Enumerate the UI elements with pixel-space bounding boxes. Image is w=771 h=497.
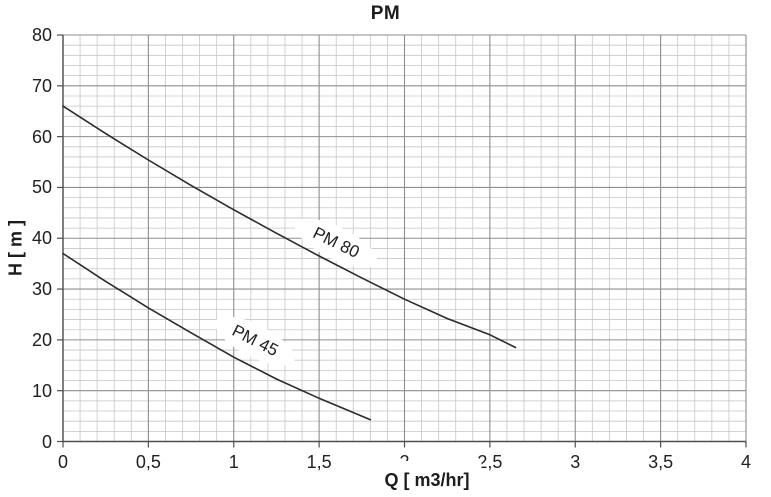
y-tick-label: 60 xyxy=(31,126,52,147)
curve-pm80 xyxy=(62,105,517,349)
y-tick-label: 50 xyxy=(31,177,52,198)
y-tick-label: 30 xyxy=(31,279,52,300)
x-tick-label: 0 xyxy=(57,452,68,472)
x-tick-label: 0,5 xyxy=(135,452,161,472)
y-tick-label: 80 xyxy=(31,25,52,45)
y-tick-label: 10 xyxy=(31,380,52,401)
curve-pm45 xyxy=(62,252,372,421)
x-axis-title: Q [ m3/hr] xyxy=(372,461,482,494)
chart-title: PM xyxy=(370,3,401,24)
x-tick-label: 3,5 xyxy=(648,452,674,472)
x-tick-label: 1,5 xyxy=(306,452,332,472)
x-tick-label: 1 xyxy=(228,452,239,472)
y-tick-label: 0 xyxy=(41,431,52,452)
x-tick-label: 4 xyxy=(740,452,751,472)
y-tick-label: 40 xyxy=(31,228,52,249)
y-tick-label: 70 xyxy=(31,75,52,96)
x-tick-label: 3 xyxy=(570,452,581,472)
y-axis-title: H [ m ] xyxy=(5,220,26,276)
y-tick-label: 20 xyxy=(31,329,52,350)
x-tick-label: 2,5 xyxy=(477,452,503,472)
